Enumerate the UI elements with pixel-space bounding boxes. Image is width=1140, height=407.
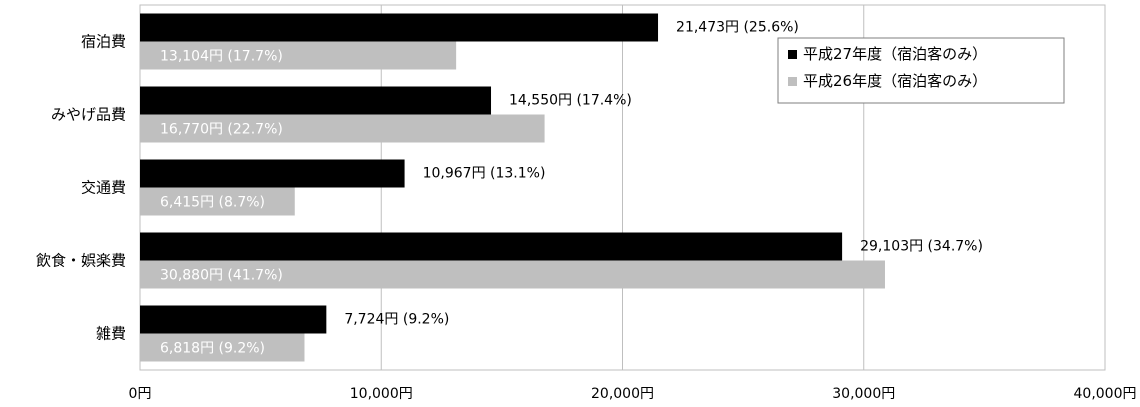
category-label: 交通費 <box>81 179 126 197</box>
bar-h26 <box>140 114 545 143</box>
data-label: 21,473円 (25.6%) <box>676 20 799 36</box>
legend-label: 平成27年度（宿泊客のみ） <box>803 45 987 63</box>
legend-swatch <box>788 50 797 59</box>
bar-h27 <box>140 159 405 188</box>
x-tick-label: 10,000円 <box>350 386 413 402</box>
legend-label: 平成26年度（宿泊客のみ） <box>803 72 987 90</box>
data-label: 6,818円 (9.2%) <box>160 341 265 357</box>
data-label: 14,550円 (17.4%) <box>509 93 632 109</box>
data-label: 30,880円 (41.7%) <box>160 268 283 284</box>
x-tick-label: 0円 <box>129 386 152 402</box>
bar-h27 <box>140 305 327 334</box>
data-label: 13,104円 (17.7%) <box>160 49 283 65</box>
legend-box <box>777 37 1065 104</box>
category-label: 宿泊費 <box>81 33 126 51</box>
category-label: 飲食・娯楽費 <box>36 252 126 270</box>
bar-h27 <box>140 86 492 115</box>
x-tick-label: 40,000円 <box>1074 386 1137 402</box>
category-label: 雑費 <box>96 325 126 343</box>
data-label: 7,724円 (9.2%) <box>344 312 449 328</box>
data-label: 16,770円 (22.7%) <box>160 122 283 138</box>
category-label: みやげ品費 <box>51 106 126 124</box>
data-label: 10,967円 (13.1%) <box>423 166 546 182</box>
bar-h26 <box>140 333 305 362</box>
bar-h26 <box>140 41 457 70</box>
data-label: 6,415円 (8.7%) <box>160 195 265 211</box>
legend-swatch <box>788 77 797 86</box>
x-tick-label: 30,000円 <box>832 386 895 402</box>
data-label: 29,103円 (34.7%) <box>860 239 983 255</box>
bar-h27 <box>140 232 843 261</box>
bar-h26 <box>140 187 295 216</box>
bar-h27 <box>140 13 659 42</box>
bar-h26 <box>140 260 885 289</box>
x-tick-label: 20,000円 <box>591 386 654 402</box>
